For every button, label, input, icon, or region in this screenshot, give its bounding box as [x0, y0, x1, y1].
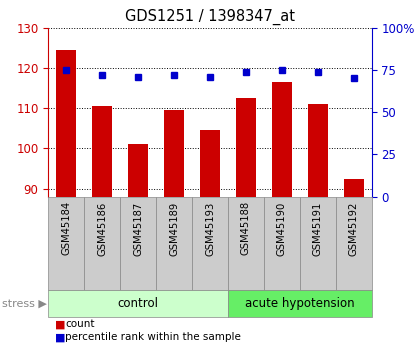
Bar	[336, 197, 372, 290]
Text: ■: ■	[55, 333, 65, 342]
Text: GSM45186: GSM45186	[97, 201, 107, 256]
Bar	[164, 110, 184, 197]
Bar	[228, 290, 372, 317]
Bar	[228, 197, 264, 290]
Bar	[236, 98, 256, 197]
Bar	[300, 197, 336, 290]
Text: GSM45187: GSM45187	[133, 201, 143, 256]
Bar	[120, 197, 156, 290]
Text: GDS1251 / 1398347_at: GDS1251 / 1398347_at	[125, 9, 295, 25]
Bar	[308, 104, 328, 197]
Bar	[84, 197, 120, 290]
Bar	[128, 144, 148, 197]
Text: GSM45190: GSM45190	[277, 201, 287, 256]
Bar	[264, 197, 300, 290]
Text: GSM45188: GSM45188	[241, 201, 251, 255]
Text: GSM45193: GSM45193	[205, 201, 215, 256]
Bar	[92, 106, 112, 197]
Text: percentile rank within the sample: percentile rank within the sample	[65, 333, 241, 342]
Bar	[192, 197, 228, 290]
Bar	[56, 50, 76, 197]
Text: GSM45191: GSM45191	[313, 201, 323, 256]
Bar	[48, 290, 228, 317]
Text: ■: ■	[55, 319, 65, 329]
Text: GSM45184: GSM45184	[61, 201, 71, 255]
Bar	[48, 197, 84, 290]
Bar	[272, 82, 292, 197]
Bar	[156, 197, 192, 290]
Text: stress ▶: stress ▶	[2, 299, 47, 308]
Bar	[200, 130, 220, 197]
Text: control: control	[118, 297, 159, 310]
Text: GSM45192: GSM45192	[349, 201, 359, 256]
Bar	[344, 179, 364, 197]
Text: GSM45189: GSM45189	[169, 201, 179, 256]
Text: acute hypotension: acute hypotension	[245, 297, 354, 310]
Text: count: count	[65, 319, 94, 329]
